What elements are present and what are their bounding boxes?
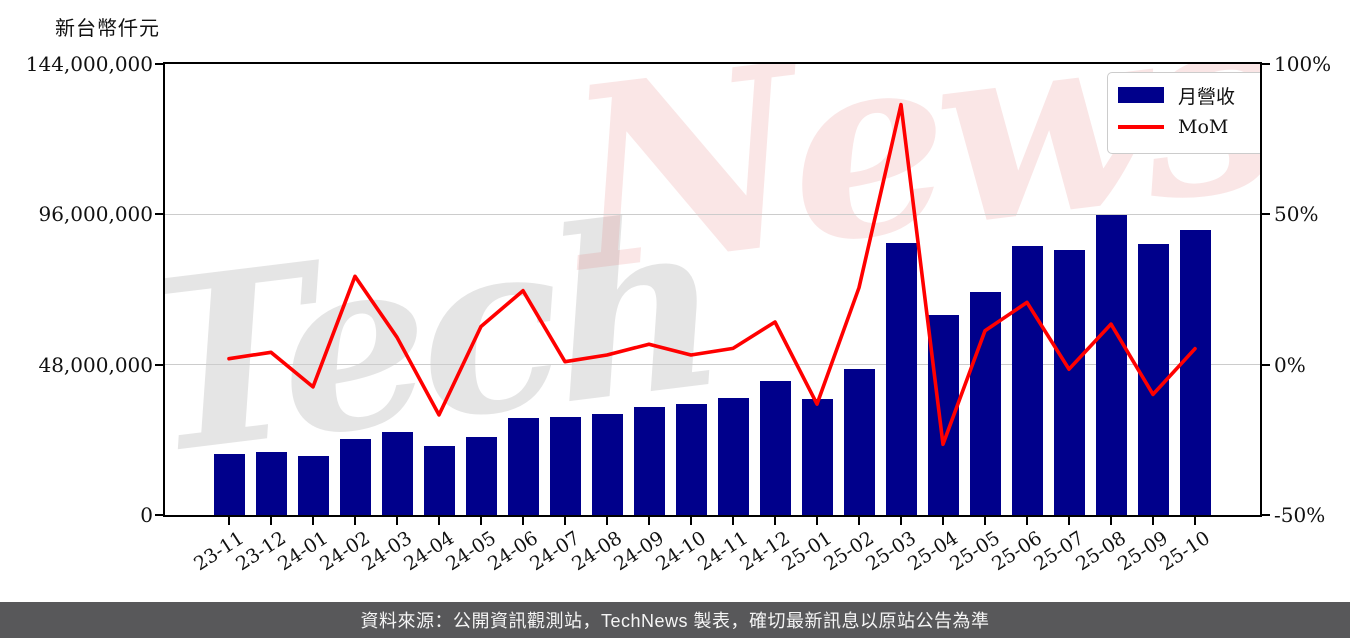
y-tick-label: 0%	[1274, 352, 1306, 377]
x-axis-tick	[1152, 517, 1154, 525]
revenue-bar	[465, 437, 497, 515]
legend-item-mom: MoM	[1118, 114, 1260, 140]
revenue-bar	[549, 417, 581, 515]
x-axis-tick	[942, 517, 944, 525]
left-axis-unit-label: 新台幣仟元	[55, 16, 160, 40]
x-axis-tick	[774, 517, 776, 525]
y-tick-label: 100%	[1274, 52, 1332, 76]
x-axis-tick	[228, 517, 230, 525]
x-axis-tick	[312, 517, 314, 525]
x-axis-tick	[690, 517, 692, 525]
left-axis-tick	[155, 213, 163, 216]
y-tick-label: 144,000,000	[25, 52, 153, 76]
x-axis-tick	[732, 517, 734, 525]
revenue-bar	[297, 456, 329, 515]
revenue-bars	[165, 64, 1260, 515]
right-axis-tick	[1262, 213, 1270, 216]
legend-line-swatch	[1118, 125, 1164, 129]
y-tick-label: -50%	[1274, 503, 1326, 527]
y-tick-label: 50%	[1274, 202, 1319, 227]
revenue-bar	[1011, 246, 1043, 515]
legend-item-revenue: 月營收	[1118, 82, 1260, 108]
revenue-bar	[633, 407, 665, 515]
mom-line-layer	[227, 102, 1197, 447]
right-axis-tick	[1262, 63, 1270, 65]
revenue-bar	[1179, 230, 1211, 515]
y-tick-label: 96,000,000	[38, 202, 153, 227]
revenue-bar	[339, 439, 371, 515]
footer-source-text: 資料來源：公開資訊觀測站，TechNews 製表，確切最新訊息以原站公告為準	[360, 611, 990, 631]
mom-line	[227, 102, 1197, 447]
legend-bar-label: 月營收	[1178, 85, 1236, 108]
left-axis-tick	[155, 363, 163, 366]
x-axis-tick	[522, 517, 524, 525]
revenue-bar	[1095, 214, 1127, 515]
x-axis-tick	[396, 517, 398, 525]
x-axis-tick	[564, 517, 566, 525]
revenue-bar	[381, 432, 413, 515]
legend-line-label: MoM	[1178, 116, 1229, 138]
gridline	[165, 363, 1260, 366]
right-axis-tick	[1262, 363, 1270, 366]
x-axis-tick	[648, 517, 650, 525]
x-axis-tick	[1026, 517, 1028, 525]
revenue-bar	[885, 242, 917, 515]
x-axis-tick	[816, 517, 818, 525]
revenue-bar	[507, 418, 539, 515]
legend-bar-swatch	[1118, 87, 1164, 103]
x-axis-tick	[354, 517, 356, 525]
x-axis-tick	[858, 517, 860, 525]
revenue-bar	[423, 446, 455, 515]
revenue-bar	[843, 369, 875, 515]
x-axis-tick	[270, 517, 272, 525]
x-axis-tick	[1194, 517, 1196, 525]
x-axis-tick	[606, 517, 608, 525]
revenue-bar	[801, 398, 833, 515]
revenue-bar	[1053, 250, 1085, 515]
footer-bar: 資料來源：公開資訊觀測站，TechNews 製表，確切最新訊息以原站公告為準	[0, 602, 1350, 638]
x-axis-tick	[1068, 517, 1070, 525]
x-axis-tick	[438, 517, 440, 525]
gridlines	[165, 64, 1260, 515]
revenue-bar	[759, 381, 791, 515]
y-tick-label: 48,000,000	[38, 352, 153, 377]
left-axis-tick	[155, 63, 163, 65]
legend: 月營收 MoM	[1107, 72, 1260, 154]
right-axis-tick	[1262, 514, 1270, 516]
x-axis-tick	[480, 517, 482, 525]
revenue-bar	[717, 397, 749, 515]
y-tick-label: 0	[140, 503, 153, 527]
x-axis-tick	[900, 517, 902, 525]
left-axis-tick	[155, 514, 163, 516]
revenue-bar	[591, 414, 623, 515]
x-axis-tick	[1110, 517, 1112, 525]
x-axis-tick	[984, 517, 986, 525]
revenue-bar	[675, 403, 707, 515]
plot-area: Tech News 月營收 MoM	[163, 62, 1262, 517]
gridline	[165, 213, 1260, 216]
revenue-bar	[213, 454, 245, 515]
revenue-bar	[255, 451, 287, 515]
